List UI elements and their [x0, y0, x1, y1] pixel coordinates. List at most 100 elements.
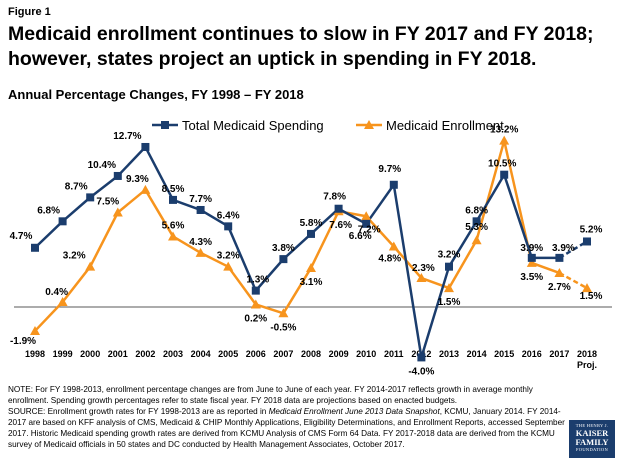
enrollment-point: [444, 283, 454, 293]
enrollment-data-label: 7.2%: [358, 224, 381, 235]
x-tick-label: 2008: [301, 349, 321, 359]
spending-data-label: 6.4%: [217, 210, 240, 221]
enrollment-data-label: 0.4%: [45, 287, 68, 298]
enrollment-data-label: -0.5%: [270, 322, 296, 333]
enrollment-point: [361, 211, 372, 221]
enrollment-point: [85, 261, 96, 271]
logo-line-2: KAISER: [575, 428, 609, 438]
enrollment-point: [30, 325, 40, 335]
enrollment-point: [57, 296, 68, 306]
source-publication-title: Medicaid Enrollment June 2013 Data Snaps…: [268, 407, 440, 416]
spending-point: [141, 142, 150, 151]
spending-data-label: 4.7%: [10, 231, 33, 242]
spending-point: [169, 195, 177, 204]
x-tick-label: 2005: [218, 349, 238, 359]
spending-point: [445, 262, 453, 271]
title-line-1: Medicaid enrollment continues to slow in…: [8, 23, 594, 45]
spending-data-label: 8.7%: [65, 181, 88, 192]
spending-point: [31, 243, 39, 252]
x-tick-label: 2009: [329, 349, 349, 359]
spending-data-label: 6.6%: [349, 231, 372, 242]
note-text: NOTE: For FY 1998-2013, enrollment perce…: [8, 385, 533, 405]
enrollment-data-label: 3.5%: [520, 272, 543, 283]
enrollment-data-label: 1.5%: [438, 297, 461, 308]
x-tick-label: 1998: [25, 349, 45, 359]
spending-data-label: 8.5%: [162, 184, 185, 195]
spending-point: [417, 353, 426, 362]
spending-line: [34, 145, 560, 359]
enrollment-data-label: 3.2%: [63, 251, 86, 262]
enrollment-data-label: 3.1%: [300, 277, 323, 288]
spending-data-label: 10.5%: [488, 159, 516, 170]
enrollment-line-projected: [558, 271, 588, 290]
spending-point: [555, 253, 564, 262]
legend-spending-label: Total Medicaid Spending: [182, 118, 324, 133]
spending-data-label: 5.2%: [580, 224, 603, 235]
spending-data-label: 3.9%: [552, 243, 575, 254]
logo-line-1: THE HENRY J.: [575, 423, 609, 428]
enrollment-data-label: 5.3%: [465, 222, 488, 233]
spending-point: [389, 180, 398, 189]
enrollment-point: [306, 262, 316, 272]
enrollment-data-label: 5.6%: [162, 220, 185, 231]
spending-line-projected: [558, 240, 588, 259]
page-title: Medicaid enrollment continues to slow in…: [8, 22, 613, 72]
x-tick-label: 2014: [467, 349, 487, 359]
spending-point: [279, 255, 288, 264]
kff-logo: THE HENRY J. KAISER FAMILY FOUNDATION: [569, 420, 615, 458]
spending-point: [307, 229, 315, 238]
spending-point: [500, 170, 509, 179]
x-tick-label: 2004: [191, 349, 211, 359]
source-text-b: , KCMU, January 2014. FY 2014-2017 are b…: [8, 407, 565, 449]
spending-data-label: 7.8%: [323, 192, 346, 203]
spending-point: [527, 253, 536, 262]
spending-point: [251, 286, 260, 295]
x-tick-label: 2002: [135, 349, 155, 359]
x-tick-label: 2011: [384, 349, 404, 359]
x-tick-label: 2017: [549, 349, 569, 359]
title-line-2: however, states project an uptick in spe…: [8, 48, 537, 70]
spending-point: [224, 222, 233, 231]
enrollment-point: [388, 241, 399, 251]
x-tick-label: 1999: [53, 349, 73, 359]
spending-data-label: 3.9%: [520, 243, 543, 254]
enrollment-data-label: 3.2%: [217, 251, 240, 262]
spending-data-label: 3.8%: [272, 243, 295, 254]
x-tick-label: 2006: [246, 349, 266, 359]
x-tick-label: 2015: [494, 349, 514, 359]
enrollment-line: [34, 139, 560, 332]
x-tick-label: 2000: [80, 349, 100, 359]
x-tick-label: 2003: [163, 349, 183, 359]
enrollment-data-label: 2.3%: [412, 263, 435, 274]
enrollment-data-label: 1.5%: [580, 291, 603, 302]
spending-data-label: 1.3%: [246, 275, 269, 286]
spending-point: [472, 217, 481, 226]
spending-point: [334, 204, 343, 213]
spending-data-label: 6.8%: [465, 205, 488, 216]
spending-data-label: 3.2%: [438, 250, 461, 261]
spending-point: [113, 171, 122, 180]
enrollment-data-label: 0.2%: [244, 313, 267, 324]
enrollment-point: [499, 135, 510, 145]
spending-point: [583, 237, 591, 246]
enrollment-data-label: 7.6%: [329, 220, 352, 231]
enrollment-point: [195, 247, 206, 257]
enrollment-point: [168, 231, 178, 241]
x-tick-label: 2001: [108, 349, 128, 359]
x-tick-label: 2013: [439, 349, 459, 359]
source-text-a: SOURCE: Enrollment growth rates for FY 1…: [8, 407, 269, 416]
spending-data-label: 9.7%: [378, 164, 401, 175]
x-tick-label: 2016: [522, 349, 542, 359]
enrollment-point: [471, 235, 482, 245]
enrollment-data-label: -1.9%: [10, 336, 36, 347]
enrollment-point: [554, 267, 565, 277]
figure-label: Figure 1: [8, 6, 51, 18]
spending-data-label: 12.7%: [113, 131, 141, 142]
spending-data-label: 5.8%: [300, 218, 323, 229]
enrollment-data-label: 4.3%: [189, 237, 212, 248]
enrollment-data-label: 13.2%: [490, 125, 518, 136]
enrollment-point: [416, 273, 427, 283]
spending-point: [362, 219, 371, 228]
x-tick-sublabel: Proj.: [577, 360, 597, 370]
spending-point: [196, 205, 205, 214]
